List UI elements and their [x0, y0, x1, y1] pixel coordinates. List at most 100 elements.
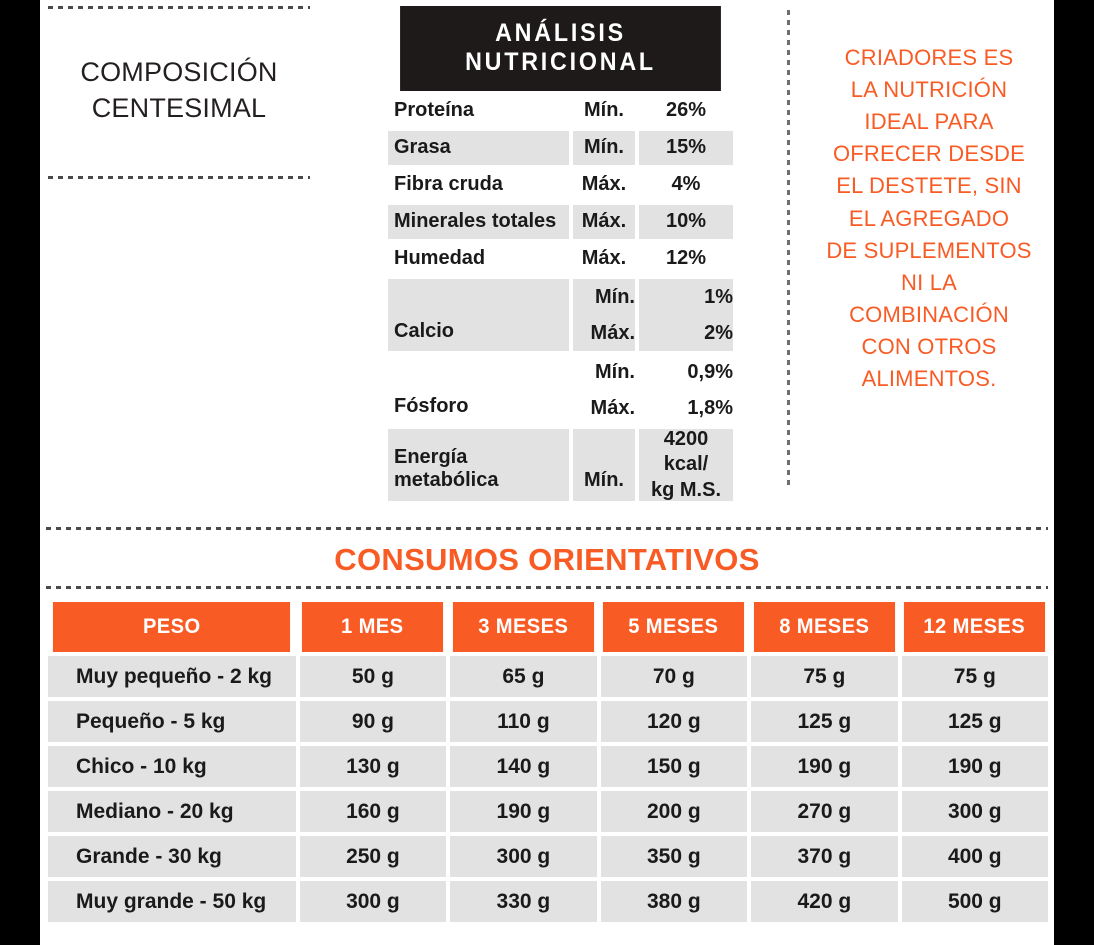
cell-weight: Muy grande - 50 kg	[48, 881, 296, 922]
promo-line: CRIADORES ES	[844, 45, 1014, 70]
promo-line: OFRECER DESDE	[832, 141, 1026, 167]
cell-12-meses: 190 g	[901, 746, 1049, 787]
cell-weight: Chico - 10 kg	[48, 746, 296, 787]
nutrient-value: 10%	[639, 205, 733, 239]
composition-title-line2: CENTESIMAL	[91, 92, 267, 123]
cell-3-meses: 190 g	[450, 791, 597, 832]
nutrient-row: Humedad Máx. 12%	[388, 242, 733, 276]
table-row: Muy pequeño - 2 kg 50 g 65 g 70 g 75 g 7…	[48, 656, 1049, 697]
cell-1-mes: 50 g	[299, 656, 447, 697]
promo-line: EL AGREGADO	[848, 205, 1010, 231]
cell-5-meses: 350 g	[600, 836, 748, 877]
nutrient-limit-min: Mín.	[595, 285, 635, 308]
cell-1-mes: 160 g	[299, 791, 447, 832]
content-canvas: COMPOSICIÓN CENTESIMAL ANÁLISIS NUTRICIO…	[40, 0, 1054, 945]
nutrient-value-group: 0,9% 1,8%	[639, 354, 733, 426]
nutrient-value-max: 2%	[704, 321, 733, 344]
column-header-12-meses: 12 MESES	[904, 602, 1046, 652]
nutrient-limit: Mín.	[573, 131, 635, 165]
table-row: Pequeño - 5 kg 90 g 110 g 120 g 125 g 12…	[48, 701, 1049, 742]
cell-12-meses: 300 g	[901, 791, 1049, 832]
nutrient-value: 26%	[665, 99, 707, 121]
composition-rule-bottom	[48, 176, 310, 179]
composition-title-line1: COMPOSICIÓN	[80, 57, 278, 87]
nutrient-name: Minerales totales	[388, 205, 569, 239]
cell-weight: Pequeño - 5 kg	[48, 701, 296, 742]
nutrient-name: Fósforo	[394, 395, 469, 417]
cell-5-meses: 380 g	[600, 881, 748, 922]
nutrient-limit-max: Máx.	[590, 396, 635, 419]
nutrient-limit-group: Mín. Máx.	[573, 279, 635, 351]
nutrient-name: Energía metabólica	[388, 429, 569, 501]
cell-12-meses: 125 g	[901, 701, 1049, 742]
nutrient-limit: Mín.	[584, 99, 624, 121]
nutrient-value-max: 1,8%	[687, 396, 733, 419]
nutrient-value-group: 1% 2%	[639, 279, 733, 351]
promo-text: CRIADORES ES LA NUTRICIÓN IDEAL PARA OFR…	[810, 42, 1048, 395]
cell-3-meses: 330 g	[450, 881, 597, 922]
nutrient-value-min: 0,9%	[687, 360, 733, 383]
cell-3-meses: 65 g	[450, 656, 597, 697]
consumption-title: CONSUMOS ORIENTATIVOS	[334, 542, 760, 577]
cell-8-meses: 190 g	[751, 746, 898, 787]
nutrient-value-line1: 4200 kcal/	[663, 427, 709, 476]
nutrient-name: Calcio	[388, 279, 569, 351]
nutrient-value: 4%	[671, 173, 701, 195]
table-row: Mediano - 20 kg 160 g 190 g 200 g 270 g …	[48, 791, 1049, 832]
nutrient-limit: Máx.	[581, 173, 627, 195]
nutrient-name: Humedad	[394, 247, 486, 269]
nutrient-row: Proteína Mín. 26%	[388, 94, 733, 128]
promo-line: CON OTROS	[861, 333, 997, 359]
nutrient-limit: Máx.	[581, 247, 627, 269]
nutrient-limit: Máx.	[573, 205, 635, 239]
nutrient-row: Grasa Mín. 15%	[388, 131, 733, 165]
nutrient-value-line2: kg M.S.	[650, 478, 721, 501]
cell-3-meses: 300 g	[450, 836, 597, 877]
nutrient-value: 15%	[639, 131, 733, 165]
composition-rule-top	[48, 6, 310, 9]
nutritional-analysis-table: ANÁLISIS NUTRICIONAL Proteína Mín. 26% G…	[388, 6, 733, 501]
table-header-row: PESO 1 MES 3 MESES 5 MESES 8 MESES 12 ME…	[48, 602, 1048, 652]
promo-line: IDEAL PARA	[864, 109, 994, 135]
column-header-3-meses: 3 MESES	[452, 602, 594, 652]
promo-line: NI LA	[900, 269, 958, 295]
nutrient-limit-max: Máx.	[590, 321, 635, 344]
table-row: Muy grande - 50 kg 300 g 330 g 380 g 420…	[48, 881, 1049, 922]
nutrient-row-energia: Energía metabólica Mín. 4200 kcal/ kg M.…	[388, 427, 733, 501]
promo-vertical-divider	[787, 10, 790, 490]
nutrient-value: 12%	[665, 247, 707, 269]
promo-line: DE SUPLEMENTOS	[826, 237, 1032, 263]
consumption-rule-bottom	[46, 586, 1048, 589]
nutrient-value-min: 1%	[704, 285, 733, 308]
nutrient-name: Grasa	[388, 131, 569, 165]
cell-5-meses: 70 g	[600, 656, 748, 697]
cell-1-mes: 250 g	[299, 836, 447, 877]
cell-3-meses: 140 g	[450, 746, 597, 787]
nutrient-row-calcio: Calcio Mín. Máx. 1% 2%	[388, 279, 733, 351]
promo-line: EL DESTETE, SIN	[836, 173, 1022, 199]
promo-line: COMBINACIÓN	[849, 301, 1009, 327]
cell-8-meses: 370 g	[751, 836, 898, 877]
table-row: Chico - 10 kg 130 g 140 g 150 g 190 g 19…	[48, 746, 1049, 787]
nutrient-row: Fibra cruda Máx. 4%	[388, 168, 733, 202]
cell-8-meses: 270 g	[751, 791, 898, 832]
nutrient-limit-group: Mín. Máx.	[573, 354, 635, 426]
column-header-5-meses: 5 MESES	[603, 602, 745, 652]
cell-12-meses: 500 g	[901, 881, 1049, 922]
cell-5-meses: 200 g	[600, 791, 748, 832]
nutrient-limit-min: Mín.	[595, 360, 635, 383]
cell-8-meses: 75 g	[751, 656, 898, 697]
composition-title: COMPOSICIÓN CENTESIMAL	[48, 55, 310, 126]
cell-3-meses: 110 g	[450, 701, 597, 742]
cell-1-mes: 90 g	[299, 701, 447, 742]
nutrient-limit: Mín.	[573, 429, 635, 501]
cell-weight: Mediano - 20 kg	[48, 791, 296, 832]
cell-12-meses: 400 g	[901, 836, 1049, 877]
cell-8-meses: 125 g	[751, 701, 898, 742]
cell-8-meses: 420 g	[751, 881, 898, 922]
nutritional-analysis-header: ANÁLISIS NUTRICIONAL	[400, 6, 721, 91]
consumption-table: PESO 1 MES 3 MESES 5 MESES 8 MESES 12 ME…	[48, 602, 1049, 926]
column-header-peso: PESO	[52, 602, 291, 652]
nutrient-row-fosforo: Fósforo Mín. Máx. 0,9% 1,8%	[388, 354, 733, 426]
